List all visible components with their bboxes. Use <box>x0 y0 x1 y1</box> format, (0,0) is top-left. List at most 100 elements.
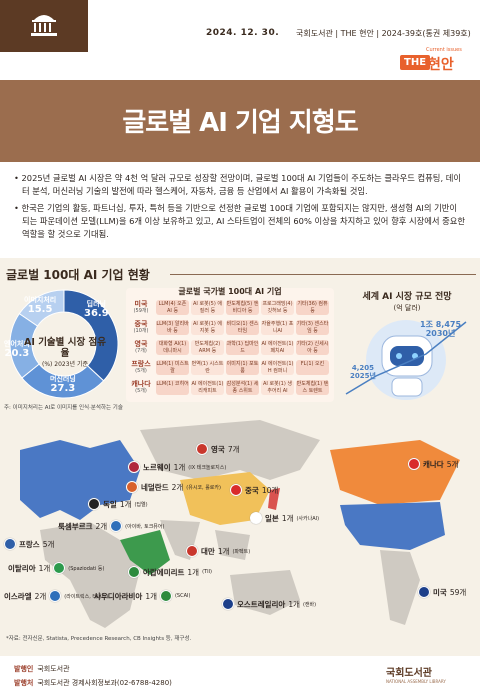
map-pin-sub: (SCAI) <box>174 593 191 599</box>
country-row: 중국 (10개) LLM(3) 알리바바 등 AI 로봇(1) 에지봇 등 비디오(1)… <box>126 320 334 336</box>
country-tag: AI 로봇(1) 생추어리 AI <box>261 380 294 395</box>
country-flag-icon <box>126 481 138 493</box>
map-pin: 룩셈부르크 2개 (아이바, 토크뮤어) <box>58 520 164 532</box>
country-flag-icon <box>128 461 140 473</box>
map-pin: 프랑스 5개 <box>4 538 57 550</box>
map-pin-sub: (라이트릭스, 테니스) <box>64 593 109 600</box>
map-pin-count: 1개 <box>217 546 230 556</box>
market-2030: 1조 8,475 2030년 <box>420 320 462 338</box>
map-pin-name: 미국 <box>433 587 447 597</box>
map-pin: 노르웨이 1개 (IX 테크놀로지스) <box>128 461 226 473</box>
donut-slice-0 <box>63 289 119 382</box>
map-pin: 이스라엘 2개 (라이트릭스, 테니스) <box>4 590 108 602</box>
map-pin-count: 7개 <box>227 444 240 454</box>
library-logo-block <box>0 0 88 52</box>
country-tag: 반도체칩(1) 텐스 토렌트 <box>296 380 329 395</box>
map-pin-name: 오스트레일리아 <box>237 599 286 609</box>
map-pin: 중국 10개 <box>230 484 281 496</box>
country-tag: AI 로봇(5) 애질러 등 <box>191 300 224 315</box>
country-tag: 기타(3) 센스타임 등 <box>296 320 329 335</box>
map-pin-count: 2개 <box>34 591 47 601</box>
country-flag-icon <box>222 598 234 610</box>
map-pin-count: 1개 <box>288 599 300 609</box>
footer-logo: 국회도서관 NATIONAL ASSEMBLY LIBRARY <box>386 668 446 684</box>
country-row: 영국 (7개) 대화형 AI(1) 데니마시 반도체칩(2) ARM 등 과학(1) 딥… <box>126 340 334 356</box>
map-pin-count: 10개 <box>261 485 279 495</box>
country-row: 프랑스 (5개) LLM(1) 미스트랄 번역(1) 시스트란 이미지(1) 포토룸 AI… <box>126 360 334 376</box>
map-pin: 독일 1개 (딥엘) <box>88 498 148 510</box>
footer: 발행인 국회도서관 발행처 국회도서관 경제사회정보과(02-6788-4280) … <box>0 656 480 700</box>
donut-label-nlp: 엔어처리 20.3 <box>4 340 30 359</box>
map-pin-count: 1개 <box>173 462 186 472</box>
country-flag-icon <box>88 498 100 510</box>
market-title: 세계 AI 시장 규모 전망 (억 달러) <box>362 292 452 312</box>
map-pin: 사우디아라비아 1개 (SCAI) <box>94 590 190 602</box>
map-pin-name: 프랑스 <box>19 539 40 549</box>
map-pin-count: 1개 <box>187 567 200 577</box>
map-pin: 대만 1개 (파펙트) <box>186 545 250 557</box>
footer-publisher: 발행인 국회도서관 <box>14 665 70 673</box>
map-pin-sub: (유시코, 롤로카) <box>186 484 221 491</box>
country-tag: 자율주행(1) 포니AI <box>261 320 294 335</box>
robot-illustration-icon <box>345 320 467 400</box>
country-flag-icon <box>128 566 140 578</box>
map-pin-count: 1개 <box>145 591 157 601</box>
country-row: 미국 (59개) LLM(4) 오픈 AI 등 AI 로봇(5) 애질러 등 반도체칩(… <box>126 300 334 316</box>
the-hyunan-brand: Current issues THE 현안 <box>400 47 472 73</box>
country-tag: LLM(1) 코히어 <box>156 380 189 395</box>
country-tag: 반도체칩(5) 엔비디아 등 <box>226 300 259 315</box>
map-pin-count: 2개 <box>95 521 108 531</box>
map-pin-sub: (TII) <box>202 569 212 575</box>
world-map <box>20 420 460 628</box>
country-tag: AI 로봇(1) 에지봇 등 <box>191 320 224 335</box>
map-pin: 아랍에미리트 1개 (TII) <box>128 566 212 578</box>
map-pin-name: 이스라엘 <box>4 591 32 601</box>
country-row-name: 미국 (59개) <box>133 300 149 314</box>
country-tag: 대화형 AI(1) 데니마시 <box>156 340 189 355</box>
brand-hyunan: 현안 <box>428 57 454 73</box>
brand-the: THE <box>400 55 431 70</box>
map-pin-count: 59개 <box>449 587 467 597</box>
country-tag: AI 에이전트(1) H 컴퍼니 <box>261 360 294 375</box>
section-title: 글로벌 100대 AI 기업 현황 <box>6 268 150 282</box>
publication-info: 국회도서관 | THE 현안 | 2024-39호(통권 제39호) <box>296 29 471 38</box>
donut-label-image: 이미지처리 15.5 <box>24 296 57 315</box>
map-pin-count: 1개 <box>38 563 51 573</box>
map-pin-sub: (Spaziodati 등) <box>68 565 105 572</box>
issue-date: 2024. 12. 30. <box>206 28 280 38</box>
country-tag: 기타(2) 신세시아 등 <box>296 340 329 355</box>
country-flag-icon <box>250 512 262 524</box>
country-panel: 글로벌 국가별 100대 AI 기업 미국 (59개) LLM(4) 오픈 AI 등… <box>126 287 334 402</box>
top-header: 2024. 12. 30. 국회도서관 | THE 현안 | 2024-39호(… <box>0 0 480 80</box>
country-flag-icon <box>186 545 198 557</box>
country-flag-icon <box>49 590 62 602</box>
map-pin: 네덜란드 2개 (유시코, 롤로카) <box>126 481 221 493</box>
map-pin: 캐나다 5개 <box>408 458 461 470</box>
map-pin-count: 1개 <box>119 499 132 509</box>
country-row-name: 캐나다 (5개) <box>131 380 151 394</box>
donut-center-text: AI 기술별 시장 점유율 (%) 2023년 기준 <box>24 337 106 368</box>
country-tag: 번역(1) 시스트란 <box>191 360 224 375</box>
country-tag: 감성분석(1) 세종 스위트 <box>226 380 259 395</box>
map-pin-name: 노르웨이 <box>143 462 171 472</box>
country-flag-icon <box>196 443 208 455</box>
country-flag-icon <box>230 484 242 496</box>
map-pin-sub: (사카나AI) <box>296 515 320 522</box>
map-pin-name: 일본 <box>265 513 279 523</box>
summary-point-2: • 한국은 기업의 활동, 파트너십, 투자, 특허 등을 기반으로 선정한 글… <box>14 203 466 239</box>
map-pin-count: 5개 <box>446 459 459 469</box>
map-pin: 이탈리아 1개 (Spaziodati 등) <box>8 562 104 574</box>
map-pin-sub: (IX 테크놀로지스) <box>188 464 227 471</box>
map-pin-name: 이탈리아 <box>8 563 36 573</box>
country-flag-icon <box>418 586 430 598</box>
donut-slice-3 <box>18 289 65 327</box>
country-tag: AI 에이전트(1) 리캐피트 <box>191 380 224 395</box>
map-pin-name: 대만 <box>201 546 215 556</box>
map-pin-name: 네덜란드 <box>141 482 169 492</box>
map-pin-sub: (캔바) <box>302 601 317 608</box>
map-pin-count: 2개 <box>171 482 184 492</box>
map-pin-sub: (아이바, 토크뮤어) <box>125 523 165 530</box>
market-forecast-panel: 세계 AI 시장 규모 전망 (억 달러) 4,205 2025년 1조 8,47… <box>336 288 478 402</box>
country-flag-icon <box>110 520 123 532</box>
country-flag-icon <box>4 538 16 550</box>
